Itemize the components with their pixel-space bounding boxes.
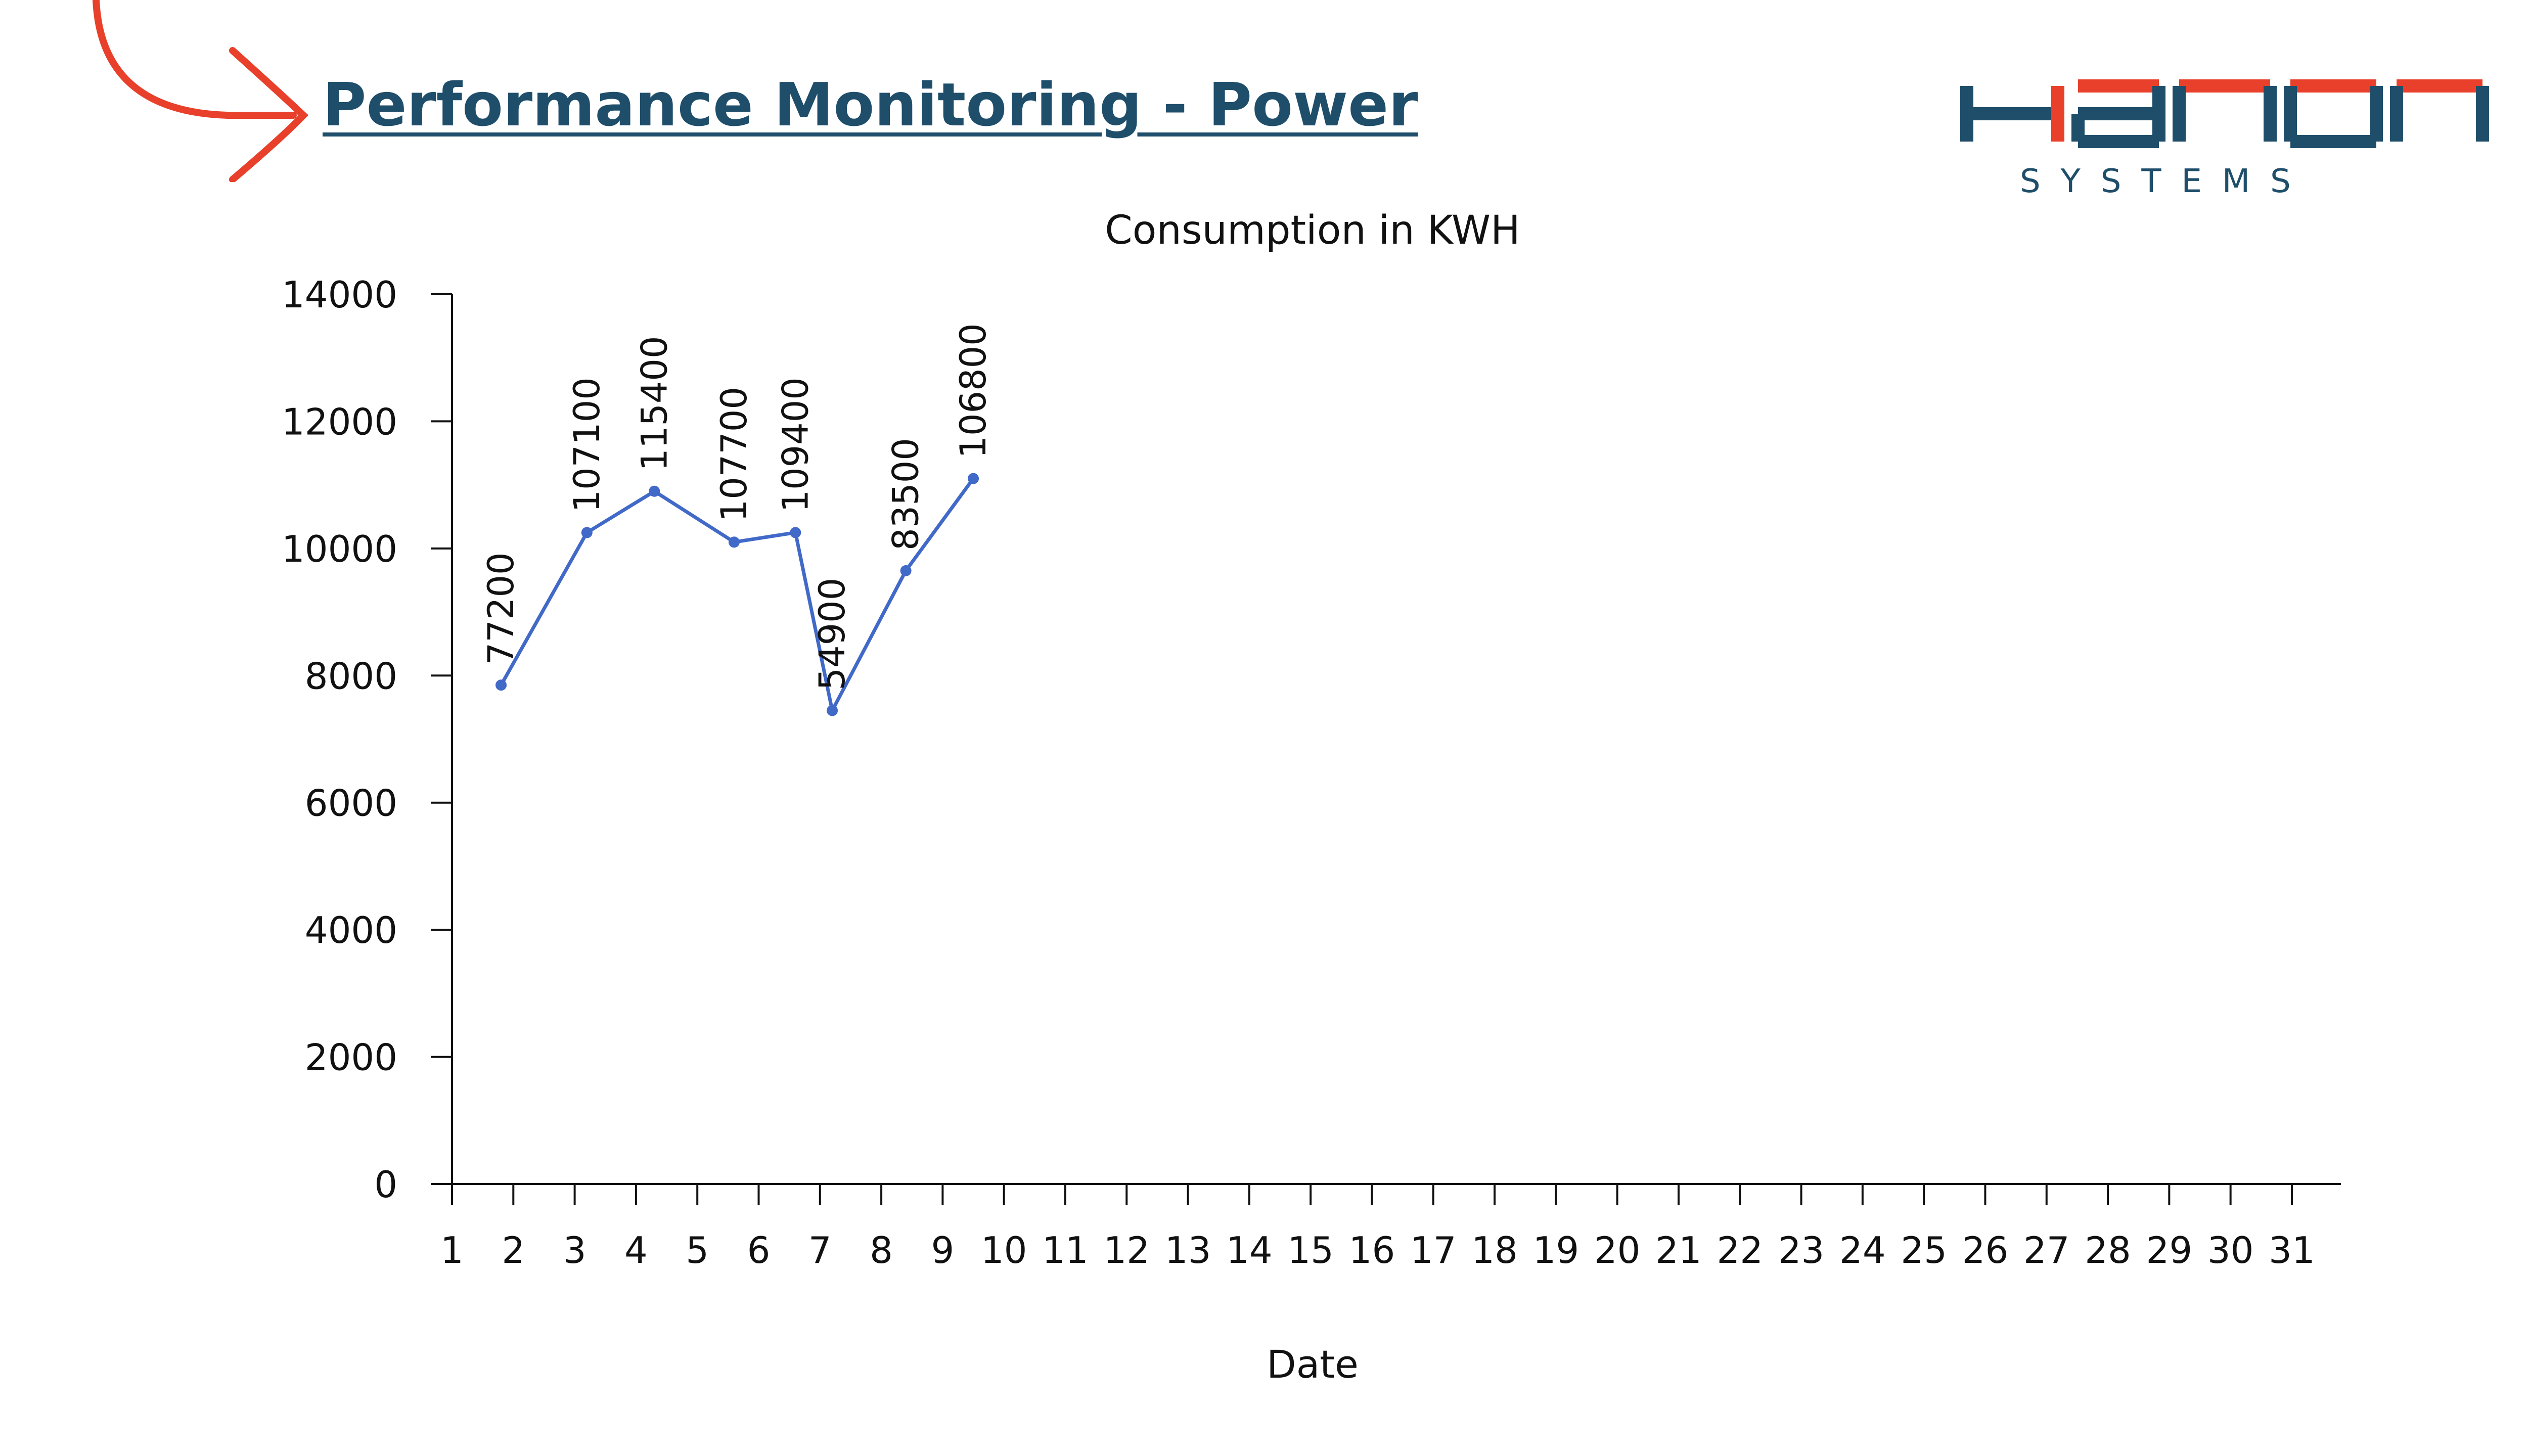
x-tick-label: 2 (502, 1229, 525, 1271)
x-tick-label: 9 (931, 1229, 954, 1271)
x-tick-label: 14 (1226, 1229, 1273, 1271)
x-axis-title: Date (1267, 1342, 1359, 1387)
data-point (728, 536, 740, 548)
data-point (790, 527, 801, 538)
data-point (495, 679, 507, 691)
series-layer: 77200 107100 115400 107700 109400 54900 83500 1… (480, 323, 994, 716)
x-tick-label: 26 (1962, 1229, 2009, 1271)
arrow-decoration (93, 0, 308, 182)
y-tick-label: 0 (374, 1163, 397, 1206)
x-tick-label: 27 (2023, 1229, 2070, 1271)
x-tick-label: 18 (1471, 1229, 1518, 1271)
x-tick-label: 7 (808, 1229, 832, 1271)
x-tick-label: 28 (2085, 1229, 2131, 1271)
data-label: 107100 (566, 377, 608, 512)
data-point (649, 485, 660, 497)
y-tick-label: 2000 (305, 1036, 397, 1079)
x-tick-label: 16 (1349, 1229, 1395, 1271)
x-tick-label: 13 (1165, 1229, 1211, 1271)
x-tick-label: 3 (563, 1229, 586, 1271)
y-tick-label: 14000 (282, 274, 397, 316)
x-tick-label: 11 (1042, 1229, 1089, 1271)
x-tick-label: 21 (1655, 1229, 1702, 1271)
x-tick-label: 24 (1839, 1229, 1886, 1271)
x-tick-label: 29 (2146, 1229, 2193, 1271)
company-logo: SYSTEMS (1960, 79, 2489, 200)
y-axis: 0 2000 4000 6000 8000 10000 12000 14000 (282, 274, 453, 1206)
data-label: 54900 (811, 578, 853, 691)
data-point (827, 705, 838, 716)
x-tick-label: 4 (624, 1229, 648, 1271)
x-tick-label: 12 (1103, 1229, 1150, 1271)
x-tick-label: 6 (747, 1229, 771, 1271)
data-point (968, 473, 979, 484)
chart-title: Consumption in KWH (1105, 208, 1520, 253)
data-label: 109400 (775, 377, 816, 512)
y-tick-label: 4000 (305, 909, 397, 951)
x-tick-label: 15 (1287, 1229, 1334, 1271)
logo-subtitle: SYSTEMS (2020, 163, 2311, 200)
data-point (900, 565, 912, 576)
y-tick-label: 12000 (282, 400, 397, 443)
x-tick-label: 20 (1594, 1229, 1641, 1271)
y-tick-label: 6000 (305, 782, 397, 825)
logo-wordmark (1960, 79, 2489, 148)
x-tick-label: 1 (440, 1229, 464, 1271)
data-label: 115400 (634, 336, 675, 471)
x-tick-label: 23 (1778, 1229, 1825, 1271)
x-tick-label: 5 (686, 1229, 709, 1271)
series-line (499, 477, 975, 712)
data-label: 106800 (953, 323, 994, 458)
x-tick-label: 19 (1533, 1229, 1579, 1271)
x-tick-label: 31 (2269, 1229, 2315, 1271)
y-tick-label: 8000 (305, 655, 397, 697)
data-point (581, 527, 593, 538)
page-title: Performance Monitoring - Power (323, 70, 1418, 140)
y-tick-label: 10000 (282, 528, 397, 570)
x-tick-label: 22 (1717, 1229, 1763, 1271)
x-tick-label: 30 (2207, 1229, 2254, 1271)
x-tick-label: 10 (981, 1229, 1027, 1271)
data-label: 83500 (885, 438, 927, 551)
x-axis: 1 2 3 4 5 6 7 8 9 10 11 12 13 14 15 16 17 18 19 20 21 22 23 24 2… (440, 1183, 2341, 1271)
x-tick-label: 25 (1901, 1229, 1947, 1271)
x-tick-label: 17 (1410, 1229, 1457, 1271)
data-label: 107700 (713, 387, 755, 522)
x-tick-label: 8 (870, 1229, 893, 1271)
data-label: 77200 (480, 552, 522, 665)
